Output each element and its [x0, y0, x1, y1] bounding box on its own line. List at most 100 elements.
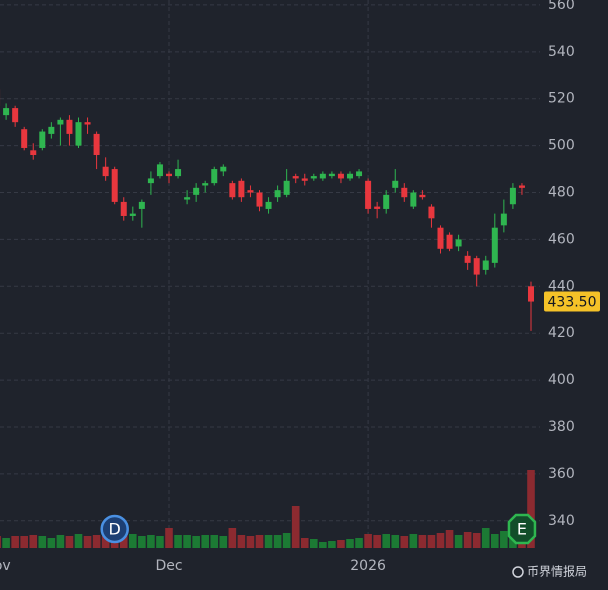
marker-label: D: [109, 520, 121, 539]
candle-body: [292, 176, 299, 179]
volume-bar: [346, 539, 354, 548]
volume-bar: [481, 528, 490, 548]
candle-body: [428, 206, 435, 219]
candle-body: [491, 227, 498, 263]
volume-bar: [282, 533, 291, 548]
candle-body: [30, 150, 37, 155]
candle-body: [66, 119, 73, 134]
volume-bar: [255, 535, 264, 548]
volume-bar: [400, 536, 409, 548]
watermark-icon: [512, 566, 524, 578]
candle-body: [184, 197, 191, 200]
volume-bar: [0, 536, 1, 548]
y-tick-label: 560: [548, 0, 575, 13]
volume-bar: [364, 534, 372, 548]
candle-body: [12, 108, 19, 123]
last-price-label: 433.50: [548, 295, 597, 311]
volume-bar: [273, 535, 282, 548]
candle-body: [464, 255, 471, 263]
volume-bar: [310, 539, 318, 548]
candle-body: [437, 227, 444, 249]
last-price-tag: 433.50: [544, 291, 600, 312]
candle-body: [528, 286, 534, 302]
volume-bar: [38, 536, 47, 548]
volume-bar: [391, 535, 400, 548]
volume-bar: [29, 535, 38, 548]
y-tick-label: 420: [548, 325, 575, 341]
candle-body: [356, 171, 363, 177]
y-tick-label: 540: [548, 44, 575, 60]
volume-bar: [373, 535, 381, 548]
volume-bar: [445, 530, 454, 548]
candle-body: [256, 192, 263, 207]
volume-bar: [328, 541, 336, 548]
volume-bar: [56, 535, 65, 548]
candle-body: [265, 201, 272, 209]
volume-bar: [101, 536, 110, 548]
y-tick-label: 500: [548, 138, 575, 154]
candle-body: [138, 201, 145, 209]
y-tick-label: 340: [548, 513, 575, 529]
candle-body: [365, 180, 372, 209]
candle-body: [419, 194, 426, 198]
volume-bar: [337, 540, 345, 548]
candle-body: [39, 131, 46, 148]
volume-bar: [138, 536, 146, 548]
candle-body: [383, 194, 390, 209]
candle-body: [455, 239, 462, 247]
candle-body: [57, 119, 64, 125]
candle-body: [84, 122, 91, 125]
candle-body: [500, 213, 507, 226]
watermark: 币界情报局: [527, 564, 587, 579]
volume-bar: [201, 535, 209, 548]
volume-bar: [500, 531, 508, 548]
volume-bar: [454, 535, 463, 548]
volume-bar: [65, 536, 74, 548]
candle-body: [102, 166, 109, 177]
x-tick-label: Nov: [0, 558, 11, 574]
volume-bar: [418, 535, 427, 548]
volume-bar: [92, 535, 101, 548]
candle-body: [310, 176, 317, 179]
volume-bar: [228, 528, 237, 548]
candle-body: [328, 173, 335, 177]
volume-bar: [47, 538, 56, 548]
x-tick-label: 2026: [350, 558, 386, 574]
volume-bar: [20, 536, 28, 548]
x-tick-label: Dec: [155, 558, 182, 574]
candle-body: [21, 129, 28, 148]
candle-body: [48, 126, 55, 134]
y-tick-label: 480: [548, 185, 575, 201]
candle-body: [337, 173, 344, 179]
y-tick-label: 360: [548, 466, 575, 482]
candle-body: [509, 187, 516, 205]
volume-bar: [409, 534, 418, 548]
volume-bar: [463, 532, 472, 548]
volume-bar: [491, 534, 499, 548]
volume-bar: [246, 536, 255, 548]
marker-label: E: [517, 520, 527, 539]
candle-body: [518, 185, 525, 188]
y-tick-label: 520: [548, 91, 575, 107]
volume-bar: [2, 538, 10, 548]
candle-body: [473, 258, 480, 275]
candle-body: [111, 169, 118, 202]
volume-bar: [319, 542, 327, 548]
volume-bar: [129, 534, 137, 548]
volume-bar: [192, 536, 200, 548]
volume-bar: [147, 535, 155, 548]
candle-body: [120, 201, 127, 216]
candle-body: [211, 169, 218, 184]
candle-body: [175, 169, 182, 177]
candle-body: [247, 190, 254, 193]
candle-body: [156, 164, 163, 177]
volume-bar: [237, 535, 246, 548]
volume-bar: [264, 535, 273, 548]
candle-body: [347, 173, 353, 179]
candle-body: [410, 192, 417, 207]
candle-body: [274, 190, 281, 198]
candle-body: [3, 108, 10, 116]
candle-body: [446, 234, 453, 249]
volume-bar: [300, 538, 309, 548]
